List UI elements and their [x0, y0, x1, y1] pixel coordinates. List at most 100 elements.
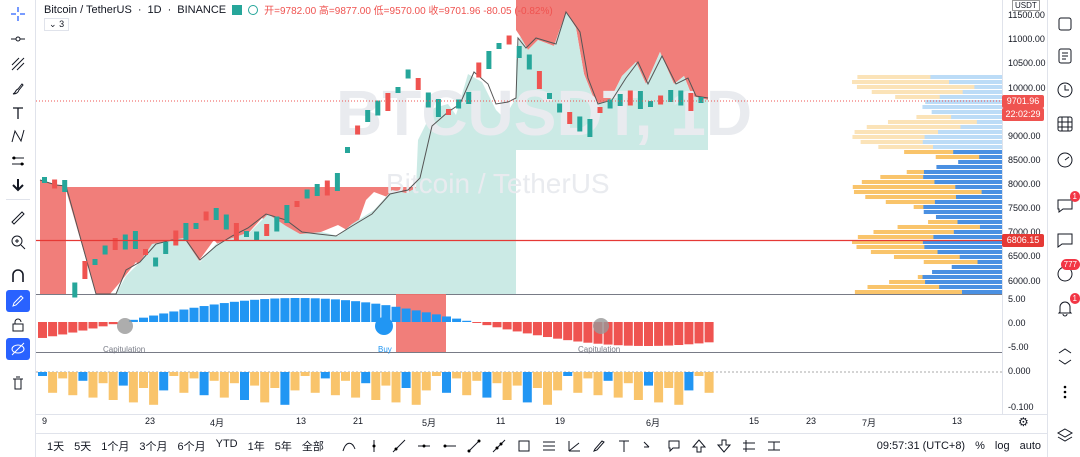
oscillator-bar [320, 298, 330, 322]
gauge-icon[interactable] [1053, 148, 1077, 172]
anchored-text-icon[interactable] [637, 436, 662, 456]
timeframe-button[interactable]: 1个月 [101, 440, 130, 453]
oscillator-bar [462, 320, 472, 322]
indicator-collapse[interactable]: ⌄ 3 [44, 18, 70, 31]
timeframe-button[interactable]: 5天 [74, 440, 92, 453]
oscillator-bar [442, 316, 451, 322]
chat-icon[interactable]: 1 [1053, 191, 1080, 218]
chevrons-icon[interactable] [1053, 344, 1077, 368]
price-chart[interactable]: BTCUSDT, 1D Bitcoin / TetherUS [36, 0, 1047, 433]
brush-small-icon[interactable] [587, 436, 612, 456]
timeframe-button[interactable]: 6个月 [177, 440, 206, 453]
volume-profile-bar [962, 90, 1002, 94]
timeframe-buttons: 1天 5天 1个月 3个月 6个月 YTD 1年 5年 全部 [42, 438, 329, 454]
oscillator-bar [330, 299, 340, 322]
arrow-down-small-icon[interactable] [712, 436, 737, 456]
pattern-icon[interactable] [6, 125, 30, 147]
crosshair-icon[interactable] [6, 3, 30, 25]
timeframe-button[interactable]: YTD [215, 437, 238, 450]
ideas-icon[interactable]: 777 [1053, 259, 1080, 286]
candle [516, 46, 522, 58]
hline-icon[interactable] [412, 436, 437, 456]
calendar-grid-icon[interactable] [1053, 112, 1077, 136]
auto-toggle[interactable]: auto [1019, 439, 1041, 452]
oscillator-bar [361, 302, 371, 322]
forecast-icon[interactable] [6, 150, 30, 172]
percent-toggle[interactable]: % [975, 439, 985, 452]
hray-icon[interactable] [437, 436, 462, 456]
candle [577, 116, 583, 132]
zoom-in-icon[interactable] [6, 231, 30, 253]
chart-area[interactable]: BTCUSDT, 1D Bitcoin / TetherUS [36, 0, 1047, 433]
volume-bar [482, 372, 492, 398]
fib-icon[interactable] [6, 53, 30, 75]
volume-bar [563, 372, 573, 376]
candle [627, 90, 633, 106]
timeframe-button[interactable]: 3个月 [139, 440, 168, 453]
arrow-down-icon[interactable] [6, 174, 30, 196]
trend-icon[interactable] [462, 436, 487, 456]
text-icon[interactable] [6, 102, 30, 124]
time-tick: 5月 [422, 418, 437, 428]
fib-retrace-icon[interactable] [537, 436, 562, 456]
volume-profile-bar [897, 225, 1002, 229]
volume-profile-bar [923, 210, 1002, 214]
curve-icon[interactable] [337, 436, 362, 456]
volume-bar [290, 372, 300, 391]
range-icon[interactable] [762, 436, 787, 456]
interval-label[interactable]: 1D [147, 3, 162, 16]
news-icon[interactable] [1053, 44, 1077, 68]
oscillator-bar [371, 303, 381, 322]
layers-icon[interactable] [1053, 424, 1077, 448]
trash-icon[interactable] [6, 372, 30, 394]
brush-icon[interactable] [6, 78, 30, 100]
chat-bubble-icon[interactable] [1053, 228, 1077, 252]
timeframe-button[interactable]: 全部 [301, 440, 324, 453]
text-small-icon[interactable] [612, 436, 637, 456]
vline-icon[interactable] [362, 436, 387, 456]
arrow-up-icon[interactable] [687, 436, 712, 456]
settings-icon[interactable]: ⚙ [1018, 415, 1029, 429]
gann-icon[interactable] [562, 436, 587, 456]
osc-tick: 0.00 [1008, 318, 1026, 328]
volume-bar [664, 372, 674, 388]
volume-bar [250, 372, 260, 386]
candle [345, 147, 350, 153]
oscillator-bar [401, 308, 411, 322]
symbol-name[interactable]: Bitcoin / TetherUS [44, 3, 132, 16]
time-tick: 13 [952, 416, 963, 426]
callout-icon[interactable] [662, 436, 687, 456]
clock-icon[interactable] [1053, 78, 1077, 102]
candle [92, 259, 98, 265]
clock-label[interactable]: 09:57:31 (UTC+8) [876, 439, 966, 452]
currency-label[interactable]: USDT [1012, 0, 1040, 11]
magnet-icon[interactable] [6, 265, 30, 287]
oscillator-bar [512, 322, 522, 332]
log-toggle[interactable]: log [994, 439, 1010, 452]
volume-bar [644, 372, 653, 386]
eye-icon[interactable] [248, 4, 259, 15]
trend-line-icon[interactable] [6, 28, 30, 50]
watchlist-icon[interactable] [1053, 12, 1077, 36]
timeframe-button[interactable]: 1年 [247, 440, 265, 453]
timeframe-button[interactable]: 1天 [47, 440, 65, 453]
extended-line-icon[interactable] [487, 436, 512, 456]
pencil-lock-icon[interactable] [6, 290, 30, 312]
divider [6, 199, 30, 200]
volume-bar [219, 372, 229, 398]
lock-icon[interactable] [6, 314, 30, 336]
candle [42, 177, 47, 183]
eye-off-icon[interactable] [6, 338, 30, 360]
volume-profile-bar [958, 160, 1002, 164]
ruler-icon[interactable] [6, 207, 30, 229]
oscillator-bar [623, 322, 633, 346]
ray-icon[interactable] [387, 436, 412, 456]
candle [274, 216, 280, 232]
alerts-icon[interactable]: 1 [1053, 293, 1080, 320]
candle [284, 205, 290, 223]
timeframe-button[interactable]: 5年 [274, 440, 292, 453]
dots-icon[interactable] [1053, 380, 1077, 404]
oscillator-bar [674, 322, 684, 346]
position-icon[interactable] [737, 436, 762, 456]
rectangle-icon[interactable] [512, 436, 537, 456]
